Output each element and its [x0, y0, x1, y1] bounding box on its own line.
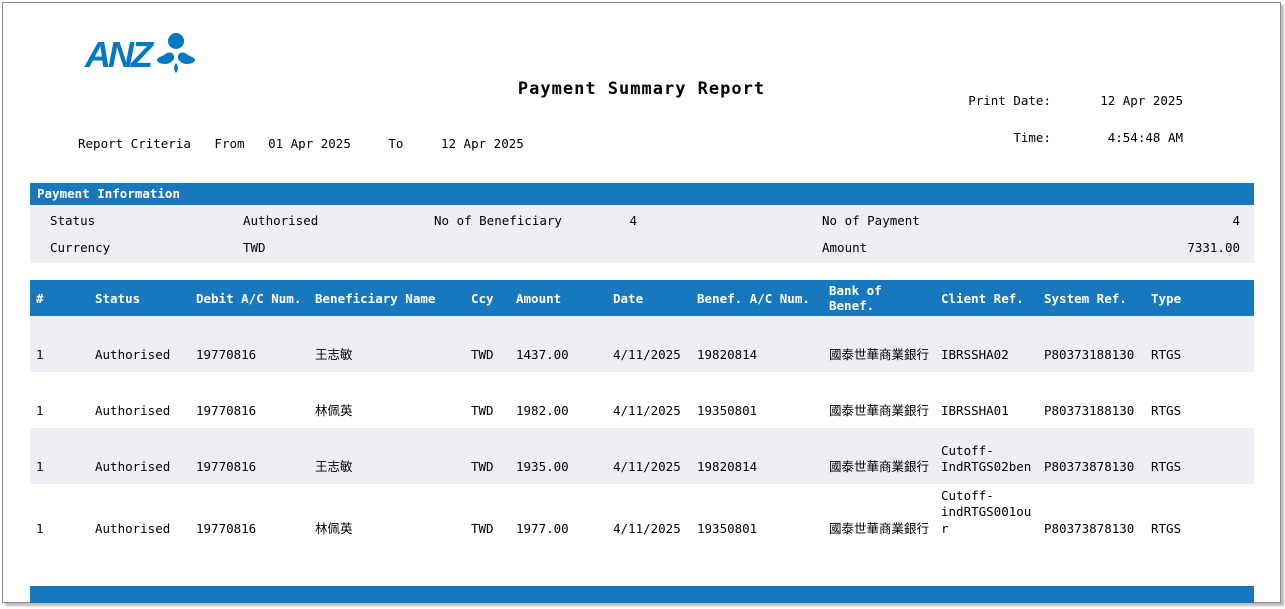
- table-header-row: # Status Debit A/C Num. Beneficiary Name…: [30, 280, 1254, 316]
- cell-num: 1: [36, 458, 44, 474]
- cell-amount: 1977.00: [516, 520, 569, 536]
- cell-type: RTGS: [1151, 346, 1182, 362]
- col-header-benef-ac-num: Benef. A/C Num.: [691, 280, 823, 316]
- col-header-date: Date: [607, 280, 691, 316]
- cell-amount: 1982.00: [516, 402, 569, 418]
- payments-table: # Status Debit A/C Num. Beneficiary Name…: [30, 280, 1254, 546]
- cell-beneficiary-name: 林佩英: [315, 520, 353, 536]
- col-header-bank-of-benef: Bank of Benef.: [823, 280, 935, 316]
- cell-client-ref: IBRSSHA01: [941, 402, 1009, 418]
- cell-ccy: TWD: [471, 458, 494, 474]
- col-header-debit-ac-num: Debit A/C Num.: [190, 280, 309, 316]
- payment-information-header: Payment Information: [30, 183, 1254, 205]
- col-header-status: Status: [89, 280, 190, 316]
- cell-status: Authorised: [95, 402, 171, 418]
- payment-information-body: Status Authorised No of Beneficiary 4 No…: [30, 205, 1254, 263]
- criteria-to-date: 12 Apr 2025: [440, 136, 524, 151]
- no-of-beneficiary-value: 4: [629, 213, 637, 228]
- currency-value: TWD: [243, 240, 266, 255]
- col-header-beneficiary-name: Beneficiary Name: [309, 280, 465, 316]
- cell-beneficiary-name: 王志敏: [315, 346, 353, 362]
- cell-bank-of-benef: 國泰世華商業銀行: [829, 458, 930, 474]
- cell-benef-ac-num: 19350801: [697, 520, 758, 536]
- print-time-row: Time: 4:54:48 AM: [901, 130, 1183, 145]
- cell-bank-of-benef: 國泰世華商業銀行: [829, 346, 930, 362]
- col-header-ccy: Ccy: [465, 280, 510, 316]
- anz-logo: ANZ: [85, 31, 196, 79]
- cell-date: 4/11/2025: [613, 458, 681, 474]
- report-criteria: Report Criteria From 01 Apr 2025 To 12 A…: [78, 136, 540, 151]
- print-date-label: Print Date:: [968, 93, 1051, 108]
- payments-table-body: 1 Authorised 19770816 王志敏 TWD 1437.00 4/11/202…: [30, 316, 1254, 546]
- page-title: Payment Summary Report: [517, 79, 766, 99]
- no-of-beneficiary-label: No of Beneficiary: [434, 213, 562, 228]
- no-of-payment-label: No of Payment: [822, 213, 920, 228]
- amount-label: Amount: [822, 240, 868, 255]
- cell-system-ref: P80373188130: [1044, 346, 1135, 362]
- criteria-to-label: To: [388, 136, 404, 151]
- no-of-payment-value: 4: [1232, 213, 1240, 228]
- cell-status: Authorised: [95, 346, 171, 362]
- cell-date: 4/11/2025: [613, 402, 681, 418]
- print-date-row: Print Date: 12 Apr 2025: [901, 93, 1183, 108]
- amount-value: 7331.00: [1187, 240, 1240, 255]
- col-header-amount: Amount: [510, 280, 607, 316]
- currency-label: Currency: [50, 240, 111, 255]
- col-header-num: #: [30, 280, 89, 316]
- table-row: 1 Authorised 19770816 王志敏 TWD 1437.00 4/11/202…: [30, 316, 1254, 372]
- cell-amount: 1437.00: [516, 346, 569, 362]
- col-header-client-ref: Client Ref.: [935, 280, 1038, 316]
- cell-type: RTGS: [1151, 520, 1182, 536]
- cell-type: RTGS: [1151, 402, 1182, 418]
- cell-num: 1: [36, 520, 44, 536]
- status-value: Authorised: [243, 213, 319, 228]
- cell-beneficiary-name: 林佩英: [315, 402, 353, 418]
- cell-num: 1: [36, 346, 44, 362]
- anz-lotus-icon: [154, 31, 196, 79]
- anz-logo-text: ANZ: [85, 34, 153, 75]
- payment-info-row-1: Status Authorised No of Beneficiary 4 No…: [30, 207, 1254, 235]
- criteria-from-label: From: [214, 136, 245, 151]
- cell-debit-ac-num: 19770816: [196, 346, 257, 362]
- cell-num: 1: [36, 402, 44, 418]
- table-row: 1 Authorised 19770816 林佩英 TWD 1977.00 4/11/202…: [30, 484, 1254, 546]
- cell-type: RTGS: [1151, 458, 1182, 474]
- cell-client-ref: Cutoff-IndRTGS02ben: [941, 442, 1032, 474]
- table-row: 1 Authorised 19770816 林佩英 TWD 1982.00 4/11/202…: [30, 372, 1254, 428]
- footer-bar: [30, 586, 1254, 603]
- cell-debit-ac-num: 19770816: [196, 458, 257, 474]
- cell-client-ref: Cutoff-indRTGS001our: [941, 488, 1032, 536]
- cell-benef-ac-num: 19820814: [697, 346, 758, 362]
- cell-benef-ac-num: 19820814: [697, 458, 758, 474]
- cell-debit-ac-num: 19770816: [196, 520, 257, 536]
- cell-system-ref: P80373878130: [1044, 520, 1135, 536]
- cell-ccy: TWD: [471, 520, 494, 536]
- cell-system-ref: P80373878130: [1044, 458, 1135, 474]
- criteria-from-date: 01 Apr 2025: [268, 136, 351, 151]
- cell-benef-ac-num: 19350801: [697, 402, 758, 418]
- cell-bank-of-benef: 國泰世華商業銀行: [829, 402, 930, 418]
- cell-date: 4/11/2025: [613, 520, 681, 536]
- cell-ccy: TWD: [471, 346, 494, 362]
- cell-client-ref: IBRSSHA02: [941, 346, 1009, 362]
- criteria-label: Report Criteria: [78, 136, 191, 151]
- cell-ccy: TWD: [471, 402, 494, 418]
- col-header-system-ref: System Ref.: [1038, 280, 1145, 316]
- print-time-value: 4:54:48 AM: [1107, 130, 1183, 145]
- print-date-value: 12 Apr 2025: [1100, 93, 1183, 108]
- cell-status: Authorised: [95, 520, 171, 536]
- payment-info-row-2: Currency TWD Amount 7331.00: [30, 234, 1254, 262]
- cell-status: Authorised: [95, 458, 171, 474]
- table-row: 1 Authorised 19770816 王志敏 TWD 1935.00 4/11/202…: [30, 428, 1254, 484]
- cell-bank-of-benef: 國泰世華商業銀行: [829, 520, 930, 536]
- cell-debit-ac-num: 19770816: [196, 402, 257, 418]
- print-time-label: Time:: [1013, 130, 1051, 145]
- col-header-type: Type: [1145, 280, 1254, 316]
- status-label: Status: [50, 213, 96, 228]
- cell-amount: 1935.00: [516, 458, 569, 474]
- cell-beneficiary-name: 王志敏: [315, 458, 353, 474]
- cell-system-ref: P80373188130: [1044, 402, 1135, 418]
- cell-date: 4/11/2025: [613, 346, 681, 362]
